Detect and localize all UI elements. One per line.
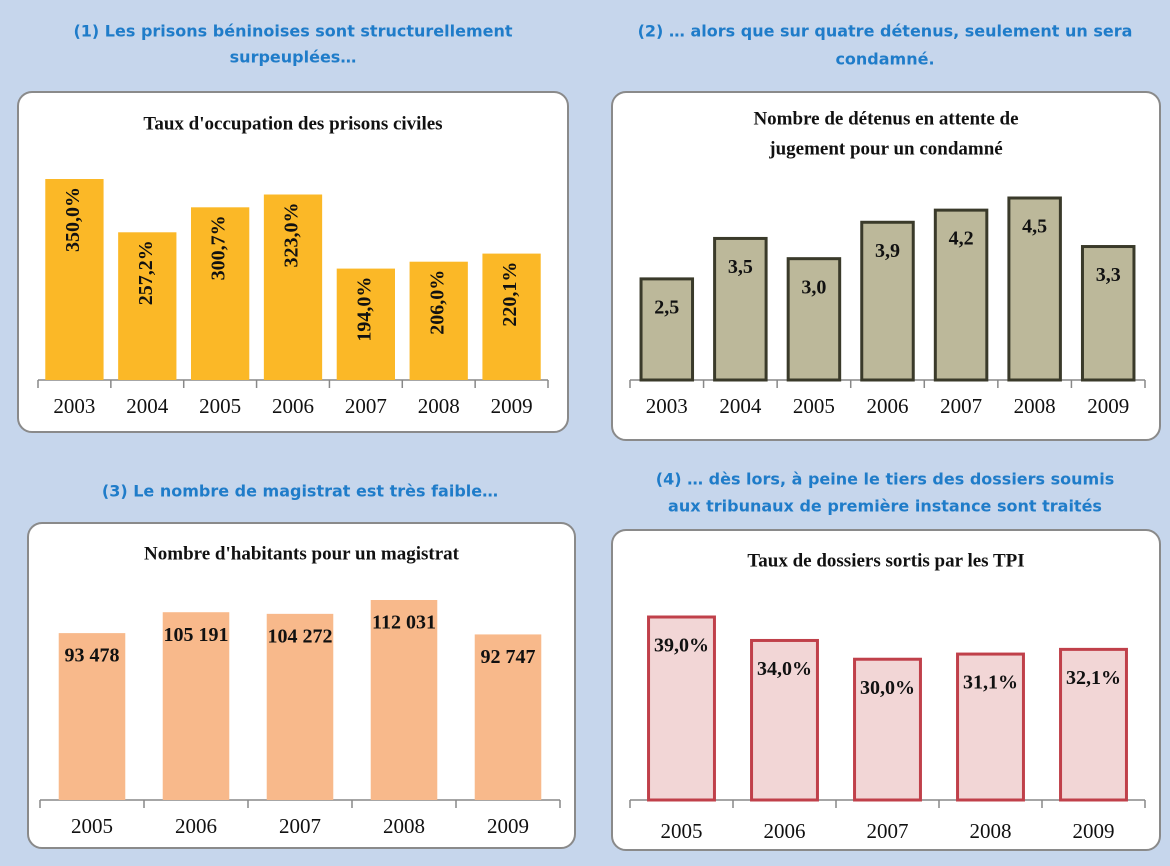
value-label: 34,0% (757, 658, 812, 680)
bar (191, 207, 250, 380)
x-tick-label: 2007 (279, 814, 321, 838)
section-heading: (3) Le nombre de magistrat est très faib… (102, 482, 498, 501)
value-label: 3,9 (875, 240, 900, 262)
x-tick-label: 2009 (1073, 819, 1115, 843)
value-label: 30,0% (860, 677, 915, 699)
x-tick-label: 2008 (418, 394, 460, 418)
x-tick-label: 2009 (487, 814, 529, 838)
chart-title: Taux d'occupation des prisons civiles (143, 113, 442, 134)
chart-title: Nombre de détenus en attente de (753, 108, 1018, 129)
section-heading: aux tribunaux de première instance sont … (668, 497, 1102, 516)
value-label: 93 478 (65, 645, 120, 667)
bar (647, 615, 716, 802)
bar (1007, 196, 1062, 382)
value-label: 3,5 (728, 256, 753, 278)
value-label: 4,2 (949, 228, 974, 250)
bar (860, 220, 915, 382)
section-heading: (1) Les prisons béninoises sont structur… (73, 22, 512, 41)
x-tick-label: 2009 (491, 394, 533, 418)
bar (263, 194, 323, 380)
x-tick-label: 2004 (126, 394, 169, 418)
chart-title: jugement pour un condamné (768, 138, 1002, 159)
x-tick-label: 2006 (764, 819, 806, 843)
value-label: 350,0% (62, 187, 84, 252)
bar (409, 261, 468, 380)
section-heading: (4) … dès lors, à peine le tiers des dos… (656, 470, 1114, 489)
chart-title: Taux de dossiers sortis par les TPI (747, 550, 1024, 571)
x-tick-label: 2007 (867, 819, 909, 843)
x-tick-label: 2003 (53, 394, 95, 418)
bar (336, 268, 395, 380)
section-heading: condamné. (835, 50, 934, 69)
x-tick-label: 2007 (940, 394, 982, 418)
bar (713, 236, 768, 382)
value-label: 112 031 (372, 612, 436, 634)
x-tick-label: 2005 (793, 394, 835, 418)
bar (482, 253, 541, 380)
value-label: 39,0% (654, 635, 709, 657)
x-tick-label: 2007 (345, 394, 387, 418)
x-tick-label: 2008 (970, 819, 1012, 843)
chart-title: Nombre d'habitants pour un magistrat (144, 543, 460, 564)
value-label: 3,3 (1096, 264, 1121, 286)
value-label: 206,0% (426, 270, 448, 335)
value-label: 4,5 (1022, 216, 1047, 238)
bar (45, 179, 104, 380)
value-label: 32,1% (1066, 667, 1121, 689)
x-tick-label: 2005 (71, 814, 113, 838)
section-heading: (2) … alors que sur quatre détenus, seul… (638, 22, 1133, 41)
value-label: 3,0 (801, 276, 826, 298)
bar (266, 613, 334, 800)
bar (933, 208, 989, 382)
value-label: 323,0% (281, 203, 303, 268)
bar (370, 600, 438, 800)
value-label: 105 191 (164, 624, 229, 646)
value-label: 92 747 (481, 646, 536, 668)
value-label: 220,1% (499, 262, 521, 327)
x-tick-label: 2006 (175, 814, 217, 838)
x-tick-label: 2005 (199, 394, 241, 418)
value-label: 194,0% (353, 277, 375, 342)
value-label: 300,7% (208, 215, 230, 280)
x-tick-label: 2006 (272, 394, 314, 418)
x-tick-label: 2003 (646, 394, 688, 418)
bar (853, 657, 922, 802)
bar (750, 638, 819, 802)
bar (474, 634, 542, 800)
x-tick-label: 2008 (383, 814, 425, 838)
value-label: 104 272 (268, 625, 333, 647)
x-tick-label: 2005 (661, 819, 703, 843)
bar (786, 257, 842, 382)
x-tick-label: 2004 (719, 394, 762, 418)
section-heading: surpeuplées… (230, 48, 357, 67)
x-tick-label: 2006 (867, 394, 909, 418)
value-label: 31,1% (963, 672, 1018, 694)
bar (1059, 647, 1128, 802)
bar (58, 633, 126, 800)
bar (956, 652, 1025, 802)
value-label: 257,2% (135, 240, 157, 305)
bar (118, 232, 177, 380)
value-label: 2,5 (654, 296, 679, 318)
bar (1080, 245, 1136, 382)
bar (162, 612, 230, 800)
x-tick-label: 2008 (1014, 394, 1056, 418)
bar (639, 277, 695, 382)
x-tick-label: 2009 (1087, 394, 1129, 418)
